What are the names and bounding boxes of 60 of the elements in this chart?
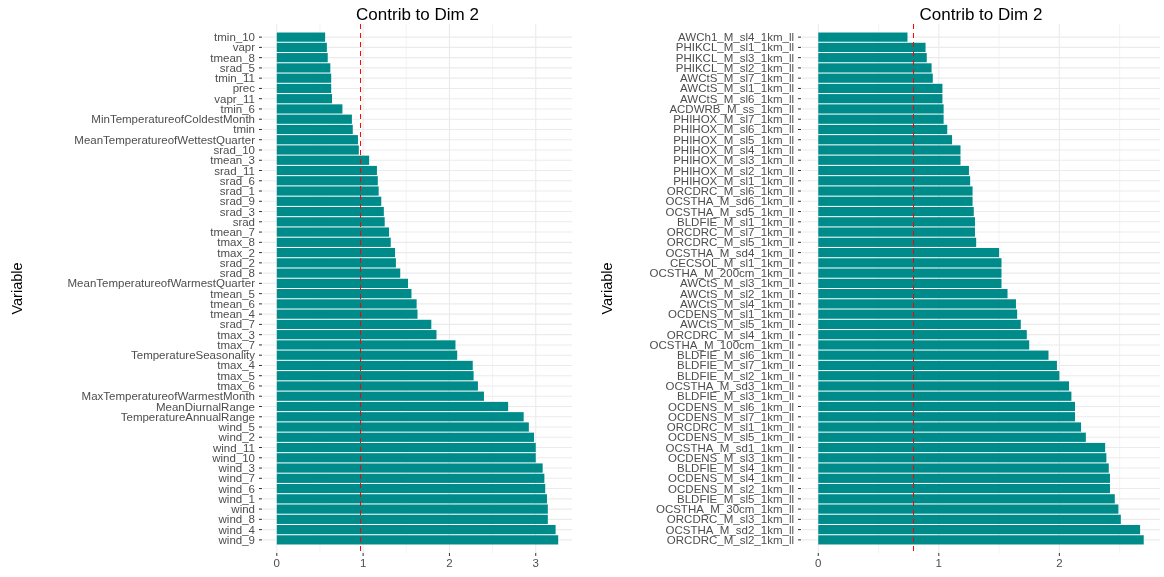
y-tick-label: OCSTHA_M_30cm_1km_ll bbox=[655, 503, 794, 516]
y-tick-label: MaxTemperatureofWarmestMonth bbox=[81, 390, 255, 403]
y-tick-label: tmin_10 bbox=[214, 31, 255, 44]
x-tick-label: 3 bbox=[532, 557, 539, 569]
y-tick-label: OCDENS_M_sl4_1km_ll bbox=[668, 472, 794, 485]
y-tick-label: PHIHOX_M_sl3_1km_ll bbox=[673, 154, 794, 167]
y-tick-label: ORCDRC_M_sl5_1km_ll bbox=[666, 236, 794, 249]
y-tick-label: PHIHOX_M_sl7_1km_ll bbox=[673, 113, 794, 126]
x-tick-label: 1 bbox=[935, 557, 943, 569]
y-tick-label: MeanTemperatureofWettestQuarter bbox=[74, 133, 256, 146]
y-tick-label: BLDFIE_M_sl4_1km_ll bbox=[677, 462, 794, 475]
y-tick-label: wind_8 bbox=[217, 513, 255, 526]
y-tick-label: BLDFIE_M_sl3_1km_ll bbox=[677, 390, 794, 403]
y-tick-label: srad_8 bbox=[219, 267, 255, 280]
y-axis-title: Variable bbox=[9, 262, 25, 315]
y-tick-label: AWCh1_M_sl4_1km_ll bbox=[678, 31, 794, 44]
y-tick-label: OCDENS_M_sl5_1km_ll bbox=[668, 431, 794, 444]
y-tick-label: ORCDRC_M_sl6_1km_ll bbox=[666, 185, 794, 198]
y-tick-label: PHIHOX_M_sl6_1km_ll bbox=[673, 123, 794, 136]
y-tick-label: vapr bbox=[232, 41, 256, 54]
y-tick-label: BLDFIE_M_sl6_1km_ll bbox=[677, 349, 794, 362]
y-tick-label: OCSTHA_M_sd6_1km_ll bbox=[665, 195, 794, 208]
y-tick-label: tmean_4 bbox=[210, 308, 256, 321]
y-tick-label: AWCtS_M_sl1_1km_ll bbox=[680, 82, 794, 95]
y-tick-label: srad_7 bbox=[219, 318, 255, 331]
chart-title: Contrib to Dim 2 bbox=[356, 5, 479, 24]
y-tick-label: MeanTemperatureofWarmestQuarter bbox=[67, 277, 256, 290]
y-tick-label: PHIHOX_M_sl5_1km_ll bbox=[673, 133, 794, 146]
y-tick-label: tmin_11 bbox=[214, 72, 255, 85]
y-tick-label: tmin bbox=[233, 123, 255, 136]
y-tick-label: wind_7 bbox=[217, 472, 255, 485]
x-tick-label: 2 bbox=[1056, 557, 1063, 569]
y-tick-label: AWCtS_M_sl7_1km_ll bbox=[680, 72, 794, 85]
x-tick-label: 2 bbox=[446, 557, 453, 569]
x-tick-label: 1 bbox=[359, 557, 367, 569]
y-tick-label: PHIHOX_M_sl4_1km_ll bbox=[673, 144, 794, 157]
y-tick-label: AWCtS_M_sl3_1km_ll bbox=[680, 277, 794, 290]
y-tick-label: OCDENS_M_sl1_1km_ll bbox=[668, 308, 794, 321]
y-tick-label: tmean_7 bbox=[210, 226, 255, 239]
y-tick-label: tmax_8 bbox=[217, 236, 255, 249]
y-tick-label: ORCDRC_M_sl3_1km_ll bbox=[666, 513, 794, 526]
y-tick-label: srad_1 bbox=[219, 185, 255, 198]
y-tick-label: OCSTHA_M_200cm_1km_ll bbox=[649, 267, 794, 280]
y-tick-label: wind_2 bbox=[217, 431, 255, 444]
y-axis-title: Variable bbox=[599, 262, 615, 315]
y-tick-label: tmean_3 bbox=[210, 154, 255, 167]
y-tick-label: AWCtS_M_sl5_1km_ll bbox=[680, 318, 794, 331]
chart-title: Contrib to Dim 2 bbox=[919, 5, 1043, 24]
y-tick-label: TemperatureSeasonality bbox=[130, 349, 256, 362]
y-tick-label: PHIKCL_M_sl1_1km_ll bbox=[675, 41, 794, 54]
y-tick-label: wind bbox=[230, 503, 255, 516]
x-tick-label: 0 bbox=[273, 557, 281, 569]
y-tick-label: MinTemperatureofColdestMonth bbox=[91, 113, 255, 126]
y-tick-label: srad_9 bbox=[219, 195, 255, 208]
y-tick-label: prec bbox=[232, 82, 256, 95]
y-tick-label: BLDFIE_M_sl7_1km_ll bbox=[677, 359, 794, 372]
y-tick-label: ORCDRC_M_sl1_1km_ll bbox=[666, 421, 794, 434]
y-tick-label: wind_3 bbox=[217, 462, 255, 475]
x-tick-label: 0 bbox=[815, 557, 822, 569]
y-tick-label: ORCDRC_M_sl7_1km_ll bbox=[666, 226, 794, 239]
